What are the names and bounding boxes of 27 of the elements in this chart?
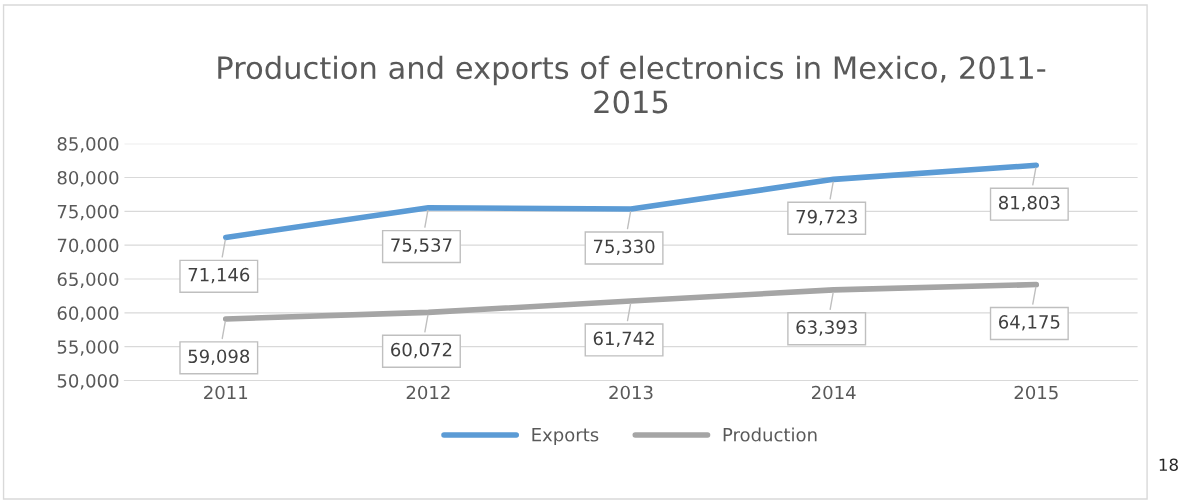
y-tick-label: 85,000	[57, 137, 119, 153]
y-tick-label: 80,000	[57, 170, 119, 187]
chart-title: Production and exports of electronics in Mexico, 2011- 2015	[218, 55, 1046, 114]
y-tick-label: 75,000	[57, 204, 119, 221]
legend-label: Exports	[532, 428, 599, 446]
y-tick-label: 60,000	[57, 306, 119, 322]
data-label: 79,723	[796, 209, 857, 226]
data-label: 71,146	[188, 267, 250, 284]
legend-label: Production	[723, 427, 817, 442]
y-tick-label: 70,000	[57, 238, 119, 255]
y-tick-label: 50,000	[57, 373, 119, 390]
data-label: 81,803	[998, 195, 1060, 212]
y-tick-label: 55,000	[57, 340, 119, 356]
data-label: 59,098	[188, 349, 250, 365]
data-label: 63,393	[796, 320, 857, 336]
x-tick-label: 2015	[1014, 385, 1058, 400]
data-label: 61,742	[593, 331, 654, 348]
data-label: 75,537	[391, 238, 452, 254]
text: 18	[1159, 458, 1178, 472]
x-tick-label: 2014	[811, 385, 856, 400]
data-label: 64,175	[999, 315, 1060, 331]
x-tick-label: 2011	[204, 385, 248, 400]
x-tick-label: 2013	[609, 385, 653, 400]
x-tick-label: 2012	[406, 385, 450, 400]
data-label: 75,330	[593, 239, 655, 256]
y-tick-label: 65,000	[57, 272, 119, 288]
data-label: 60,072	[391, 342, 452, 359]
